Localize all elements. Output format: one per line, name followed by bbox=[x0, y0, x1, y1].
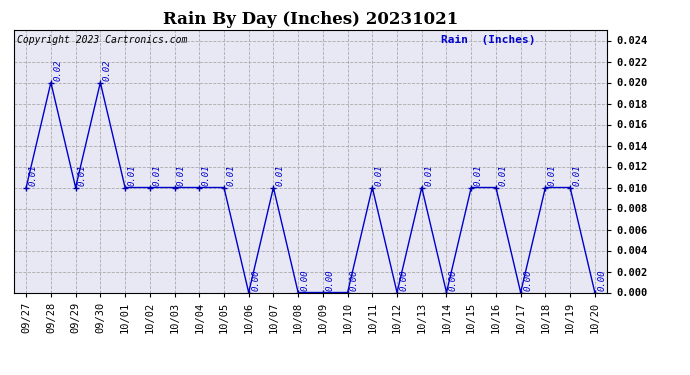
Text: 0.02: 0.02 bbox=[53, 60, 62, 81]
Text: 0.01: 0.01 bbox=[177, 165, 186, 186]
Text: 0.01: 0.01 bbox=[473, 165, 483, 186]
Text: 0.00: 0.00 bbox=[523, 270, 532, 291]
Text: Copyright 2023 Cartronics.com: Copyright 2023 Cartronics.com bbox=[17, 35, 187, 45]
Text: 0.01: 0.01 bbox=[276, 165, 285, 186]
Text: 0.00: 0.00 bbox=[350, 270, 359, 291]
Text: 0.01: 0.01 bbox=[128, 165, 137, 186]
Text: 0.01: 0.01 bbox=[424, 165, 433, 186]
Text: 0.01: 0.01 bbox=[152, 165, 161, 186]
Text: 0.01: 0.01 bbox=[226, 165, 235, 186]
Text: 0.01: 0.01 bbox=[548, 165, 557, 186]
Text: 0.01: 0.01 bbox=[573, 165, 582, 186]
Text: 0.01: 0.01 bbox=[78, 165, 87, 186]
Text: 0.01: 0.01 bbox=[28, 165, 38, 186]
Text: 0.00: 0.00 bbox=[400, 270, 408, 291]
Text: 0.00: 0.00 bbox=[251, 270, 260, 291]
Text: 0.00: 0.00 bbox=[301, 270, 310, 291]
Text: 0.00: 0.00 bbox=[598, 270, 607, 291]
Text: 0.01: 0.01 bbox=[498, 165, 507, 186]
Text: Rain  (Inches): Rain (Inches) bbox=[441, 35, 535, 45]
Text: 0.01: 0.01 bbox=[375, 165, 384, 186]
Text: 0.00: 0.00 bbox=[325, 270, 335, 291]
Text: 0.01: 0.01 bbox=[201, 165, 210, 186]
Text: 0.00: 0.00 bbox=[449, 270, 458, 291]
Text: 0.02: 0.02 bbox=[103, 60, 112, 81]
Title: Rain By Day (Inches) 20231021: Rain By Day (Inches) 20231021 bbox=[163, 12, 458, 28]
